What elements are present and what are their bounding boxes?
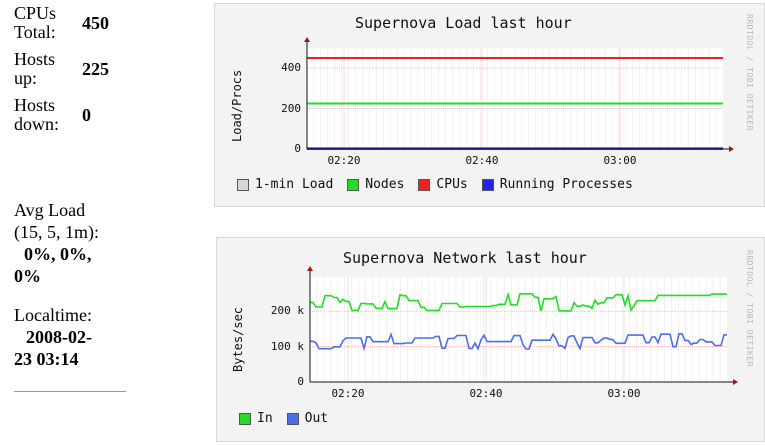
legend-item: Out: [286, 411, 329, 426]
y-axis-arrow: [304, 37, 310, 42]
x-tick-label: 02:20: [331, 387, 365, 400]
legend-item: CPUs: [418, 177, 468, 192]
network-graph-ylabel: Bytes/sec: [231, 306, 245, 372]
x-tick-label: 03:00: [607, 387, 641, 400]
x-tick-label: 03:00: [603, 154, 637, 167]
legend-label: CPUs: [436, 177, 468, 192]
legend-item: 1-min Load: [237, 177, 333, 192]
x-tick-label: 02:20: [327, 154, 361, 167]
hosts-down-label-line-1: Hosts: [14, 95, 56, 115]
legend-item: Running Processes: [481, 177, 633, 192]
legend-item: In: [239, 411, 273, 426]
cpus-total-label: CPUs Total:: [14, 0, 80, 46]
legend-label: Running Processes: [499, 177, 633, 192]
cpus-label-line-1: CPUs: [14, 3, 57, 23]
hosts-up-value: 225: [82, 58, 109, 79]
hosts-up-label-line-2: up:: [14, 68, 38, 88]
hosts-down-label-line-2: down:: [14, 114, 59, 134]
y-tick-label: 0: [297, 375, 304, 388]
avg-load-label-line-1: Avg Load: [14, 200, 86, 220]
cpus-total-value: 450: [82, 12, 109, 33]
legend-swatch: [237, 178, 249, 191]
y-tick-label: 200 k: [270, 304, 304, 318]
legend-swatch: [286, 412, 299, 425]
stat-row-hosts-down: Hosts down: 0: [14, 92, 109, 138]
cluster-stats: CPUs Total: 450 Hosts up: 225 Hosts down…: [14, 0, 144, 138]
network-graph-plot: [307, 266, 738, 385]
x-axis-arrow: [733, 379, 738, 385]
y-axis-arrow: [307, 266, 313, 271]
avg-load-values-line-2: 0%: [14, 266, 41, 286]
stats-table: CPUs Total: 450 Hosts up: 225 Hosts down…: [14, 0, 109, 138]
network-graph-title: Supernova Network last hour: [343, 249, 587, 267]
legend-label: Nodes: [365, 177, 405, 192]
y-tick-label: 400: [281, 61, 301, 75]
stat-row-cpus: CPUs Total: 450: [14, 0, 109, 46]
legend-item: Nodes: [347, 177, 404, 192]
hosts-up-label-line-1: Hosts: [14, 49, 56, 69]
series-line-in: [310, 291, 727, 313]
load-graph-title: Supernova Load last hour: [355, 14, 572, 32]
x-tick-label: 02:40: [469, 387, 503, 400]
legend-swatch: [481, 178, 494, 191]
x-axis-arrow: [729, 146, 734, 152]
localtime-label: Localtime:: [14, 305, 92, 325]
y-tick-label: 0: [294, 142, 301, 155]
series-line-out: [310, 332, 727, 352]
legend-label: 1-min Load: [255, 177, 334, 192]
legend-swatch: [418, 178, 431, 191]
legend-label: Out: [304, 411, 329, 426]
hosts-down-value: 0: [82, 104, 91, 125]
load-graph-legend: 1-min Load Nodes CPUs Running Processes: [237, 177, 647, 192]
localtime-value-line-2: 23 03:14: [14, 349, 79, 369]
y-tick-label: 100 k: [270, 339, 304, 353]
divider: [14, 391, 126, 392]
avg-load-label-line-2: (15, 5, 1m):: [14, 222, 99, 242]
localtime: Localtime: 2008-02- 23 03:14: [14, 304, 144, 370]
cpus-label-line-2: Total:: [14, 22, 56, 42]
network-graph-credit: RRDTOOL / TOBI OETIKER: [745, 250, 754, 367]
load-graph[interactable]: Supernova Load last hour RRDTOOL / TOBI …: [214, 3, 765, 207]
x-tick-label: 02:40: [465, 154, 499, 167]
load-graph-ylabel: Load/Procs: [230, 69, 244, 142]
hosts-down-label: Hosts down:: [14, 92, 80, 138]
localtime-value-line-1: 2008-02-: [26, 327, 92, 347]
legend-swatch: [239, 412, 251, 425]
network-graph[interactable]: Supernova Network last hour RRDTOOL / TO…: [216, 237, 765, 442]
load-graph-credit: RRDTOOL / TOBI OETIKER: [745, 14, 754, 131]
load-graph-plot: [304, 37, 734, 152]
network-graph-legend: In Out: [239, 411, 342, 426]
legend-swatch: [347, 178, 360, 191]
hosts-up-label: Hosts up:: [14, 46, 80, 92]
avg-load-values-line-1: 0%, 0%,: [24, 244, 92, 264]
stat-row-hosts-up: Hosts up: 225: [14, 46, 109, 92]
y-tick-label: 200: [281, 101, 301, 115]
legend-label: In: [257, 411, 273, 426]
avg-load: Avg Load (15, 5, 1m): 0%, 0%, 0%: [14, 199, 144, 287]
